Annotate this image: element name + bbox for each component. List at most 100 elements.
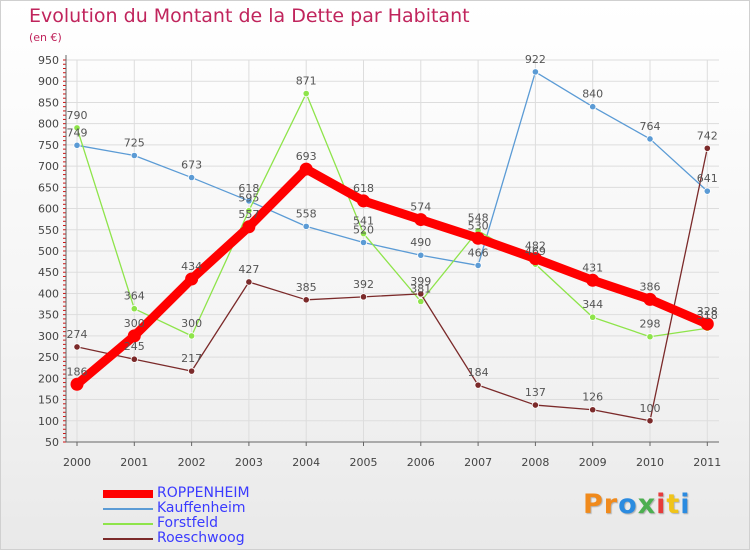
data-label: 548: [468, 212, 489, 225]
legend-label: Kauffenheim: [157, 500, 246, 516]
data-point: [589, 406, 597, 414]
logo-letter: r: [603, 489, 619, 520]
data-point: [528, 252, 542, 266]
data-point: [359, 293, 368, 301]
data-label: 399: [410, 275, 431, 288]
legend-label: Roeschwoog: [157, 530, 245, 546]
series-kauffenheim: [73, 68, 711, 270]
data-point: [185, 272, 199, 286]
y-tick-label: 200: [38, 372, 59, 385]
data-point: [359, 238, 368, 247]
data-point: [474, 381, 482, 389]
data-point: [586, 273, 600, 287]
legend-swatch: [103, 490, 153, 498]
y-tick-label: 50: [45, 436, 59, 449]
data-label: 126: [582, 391, 603, 404]
x-tick-label: 2001: [120, 456, 148, 469]
series-roppenheim: [70, 162, 714, 391]
y-tick-label: 450: [38, 266, 59, 279]
data-label: 482: [525, 240, 546, 253]
data-point: [703, 187, 711, 195]
x-tick-label: 2009: [579, 456, 607, 469]
data-label: 364: [124, 290, 145, 303]
data-point: [471, 231, 485, 245]
data-label: 186: [67, 365, 88, 378]
data-label: 385: [296, 281, 317, 294]
legend-swatch: [103, 538, 153, 540]
data-label: 274: [67, 328, 88, 341]
data-point: [703, 144, 711, 152]
y-tick-label: 250: [38, 351, 59, 364]
data-label: 922: [525, 53, 546, 66]
legend-label: ROPPENHEIM: [157, 485, 250, 501]
data-point: [417, 251, 425, 259]
data-label: 466: [468, 246, 489, 259]
data-point: [589, 103, 597, 111]
x-tick-label: 2007: [464, 456, 492, 469]
y-tick-label: 850: [38, 96, 59, 109]
data-point: [417, 290, 425, 298]
data-label: 328: [697, 305, 718, 318]
x-tick-label: 2002: [178, 456, 206, 469]
y-tick-label: 100: [38, 415, 59, 428]
data-point: [531, 401, 540, 409]
data-point: [73, 124, 81, 132]
series-line: [76, 92, 708, 338]
data-point: [417, 297, 425, 306]
series-line: [72, 164, 712, 389]
data-label: 742: [697, 129, 718, 142]
y-tick-label: 600: [38, 203, 59, 216]
data-point: [414, 213, 428, 227]
data-label: 469: [525, 245, 546, 258]
x-tick-label: 2000: [63, 456, 91, 469]
data-label: 386: [640, 280, 661, 293]
data-label: 184: [468, 366, 489, 379]
data-label: 427: [238, 263, 259, 276]
data-label: 137: [525, 386, 546, 399]
data-label: 618: [353, 182, 374, 195]
y-tick-label: 700: [38, 160, 59, 173]
data-label: 392: [353, 278, 374, 291]
data-label: 725: [124, 137, 145, 150]
data-label: 434: [181, 260, 202, 273]
y-tick-label: 350: [38, 309, 59, 322]
y-tick-label: 300: [38, 330, 59, 343]
x-tick-label: 2005: [350, 456, 378, 469]
y-tick-label: 950: [38, 54, 59, 67]
y-tick-label: 500: [38, 245, 59, 258]
data-point: [70, 377, 84, 391]
data-point: [531, 68, 540, 76]
data-point: [299, 162, 313, 176]
series-line: [76, 147, 708, 422]
data-point: [245, 207, 253, 215]
data-label: 300: [124, 317, 145, 330]
x-tick-label: 2006: [407, 456, 435, 469]
data-point: [188, 173, 196, 182]
y-tick-label: 400: [38, 287, 59, 300]
data-point: [245, 197, 253, 205]
logo-letter: P: [583, 489, 604, 520]
data-point: [302, 89, 310, 98]
data-point: [302, 222, 310, 230]
chart-unit-label: (en €): [29, 31, 62, 44]
data-point: [646, 417, 654, 425]
x-tick-label: 2011: [693, 456, 721, 469]
data-point: [589, 313, 597, 321]
data-point: [474, 261, 482, 270]
data-label: 318: [697, 309, 718, 322]
data-point: [73, 343, 81, 351]
data-label: 530: [468, 219, 489, 232]
data-label: 520: [353, 224, 374, 237]
y-tick-label: 150: [38, 394, 59, 407]
data-label: 100: [640, 402, 661, 415]
data-point: [73, 141, 81, 149]
data-point: [646, 135, 654, 143]
data-label: 764: [640, 120, 661, 133]
x-tick-label: 2004: [292, 456, 320, 469]
y-tick-label: 650: [38, 181, 59, 194]
data-point: [646, 333, 654, 341]
data-label: 558: [296, 207, 317, 220]
data-label: 431: [582, 261, 603, 274]
